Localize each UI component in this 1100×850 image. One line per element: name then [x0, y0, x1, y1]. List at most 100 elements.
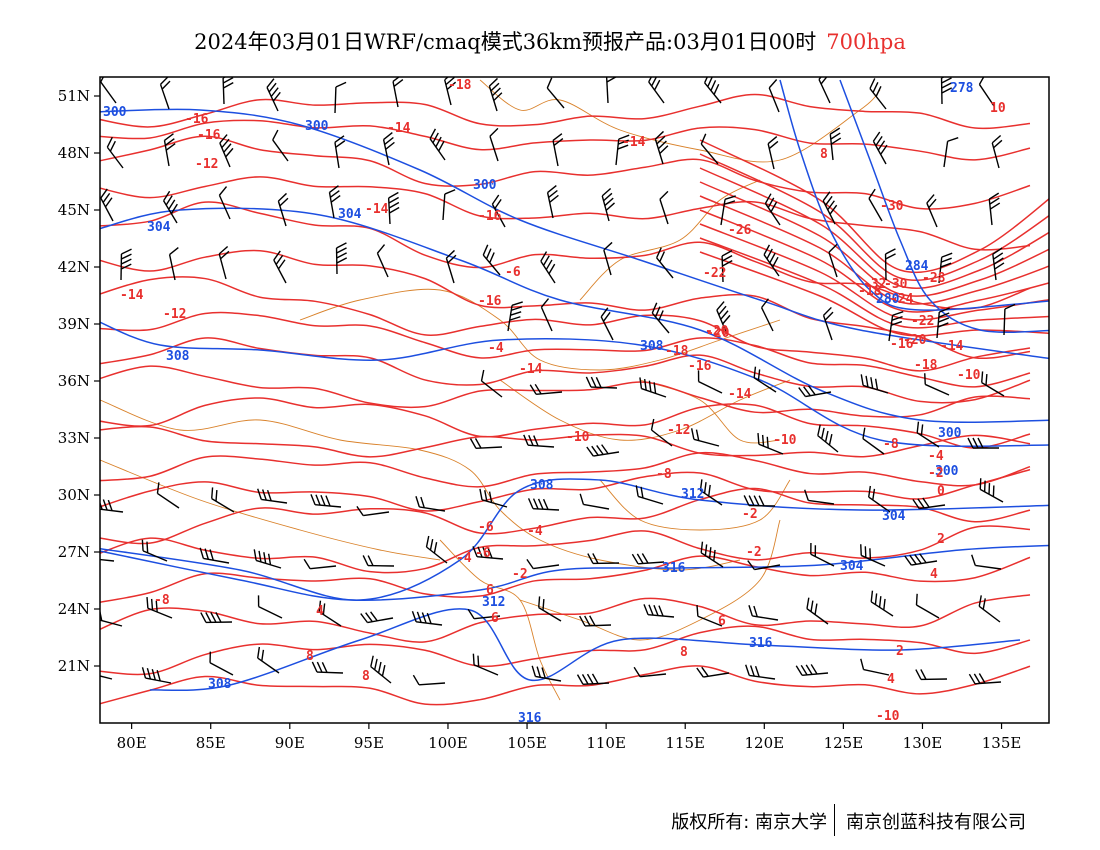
height-label: 308 [530, 478, 554, 493]
temperature-label: -22 [911, 314, 934, 329]
temperature-label: -26 [728, 223, 752, 238]
temperature-label: -6 [505, 265, 521, 280]
boundary-line [519, 519, 781, 641]
y-tick-label: 51N [58, 87, 90, 105]
wind-barb [860, 374, 889, 394]
wind-barb [868, 188, 883, 222]
wind-barb [926, 194, 938, 228]
wind-barb [862, 427, 885, 455]
temperature-contour [100, 665, 1031, 706]
temperature-label: 8 [306, 649, 314, 664]
wind-barb [488, 77, 503, 112]
y-tick-label: 48N [58, 144, 90, 162]
x-tick-label: 85E [196, 734, 226, 752]
wind-barb [639, 377, 667, 398]
height-contour [100, 108, 1049, 360]
wind-barb [979, 478, 1004, 503]
temperature-label: -16 [478, 209, 502, 224]
temperature-contour [100, 276, 1031, 372]
temperature-label: -16 [197, 128, 221, 143]
wind-barb [531, 665, 562, 682]
wind-barb [540, 298, 553, 332]
wind-barb [253, 549, 282, 569]
wind-barb [370, 655, 392, 684]
wind-barb [266, 78, 281, 112]
wind-barb [760, 298, 774, 332]
temperature-label: -22 [703, 266, 726, 281]
temperature-label: -20 [903, 333, 927, 348]
height-label: 316 [749, 636, 773, 651]
temperature-contour [100, 594, 1031, 643]
wind-barb [767, 136, 779, 170]
wind-barb [200, 611, 233, 624]
height-label: 280 [876, 292, 900, 307]
wind-barb [491, 194, 506, 228]
wind-barb [654, 130, 669, 165]
wind-barb [472, 546, 504, 560]
copyright-text: 版权所有: 南京大学 [671, 812, 827, 833]
wind-barb [633, 666, 667, 678]
height-label: 300 [935, 464, 959, 479]
temperature-contour [100, 397, 1031, 449]
wind-barb [100, 498, 124, 513]
wind-barb [579, 615, 612, 627]
x-tick-label: 105E [507, 734, 547, 752]
wind-barb [415, 496, 446, 512]
height-contour [779, 79, 1049, 311]
height-label: 304 [147, 220, 171, 235]
wind-barb [748, 605, 779, 621]
height-label: 304 [840, 559, 864, 574]
wind-barb [868, 485, 891, 513]
wind-barb [991, 134, 1003, 169]
wind-barb [411, 611, 443, 626]
wind-barb [585, 376, 618, 389]
wind-barb [540, 251, 556, 284]
wind-barb [806, 597, 829, 625]
wind-barb [938, 252, 953, 284]
temperature-label: -14 [365, 202, 389, 217]
wind-barb [526, 559, 560, 570]
boundary-line [499, 379, 791, 441]
wind-barb [635, 485, 664, 505]
wind-barb [218, 245, 230, 280]
wind-barb [860, 658, 890, 676]
temperature-label: -8 [883, 437, 899, 452]
temperature-label: -12 [667, 423, 690, 438]
wind-barb [412, 674, 446, 686]
x-tick-label: 110E [586, 734, 626, 752]
wind-barb [579, 493, 610, 510]
height-contour [149, 608, 1021, 692]
temperature-label: -18 [858, 284, 882, 299]
wind-barb [912, 497, 946, 510]
wind-barb [822, 306, 834, 341]
wind-barb [988, 192, 1001, 226]
temperature-label: -20 [705, 324, 729, 339]
boundary-line [100, 459, 441, 561]
temperature-label: 2 [937, 532, 945, 547]
wind-barb [120, 248, 132, 281]
map-title: 2024年03月01日WRF/cmaq模式36km预报产品:03月01日00时 7… [0, 26, 1100, 56]
wind-barb [479, 488, 508, 508]
wind-barb [697, 370, 723, 394]
x-tick-label: 115E [665, 734, 705, 752]
wind-barb [1003, 303, 1016, 336]
temperature-label: -18 [914, 358, 938, 373]
wind-barb [382, 132, 395, 166]
temperature-label: -8 [154, 593, 170, 608]
temperature-label: -16 [478, 294, 502, 309]
wind-barb [141, 539, 168, 562]
wind-barb [915, 593, 940, 619]
y-tick-label: 27N [58, 543, 90, 561]
wind-barb [311, 661, 344, 674]
y-tick-label: 36N [58, 372, 90, 390]
wind-barb [303, 558, 337, 570]
wind-barb [392, 77, 404, 108]
wind-barb [257, 646, 280, 674]
temperature-label: -8 [656, 467, 672, 482]
wind-barb [538, 596, 562, 622]
wind-barb [822, 191, 838, 225]
wind-barb [804, 489, 835, 505]
wind-barb [651, 302, 670, 334]
height-label: 300 [938, 426, 962, 441]
x-tick-label: 80E [117, 734, 147, 752]
